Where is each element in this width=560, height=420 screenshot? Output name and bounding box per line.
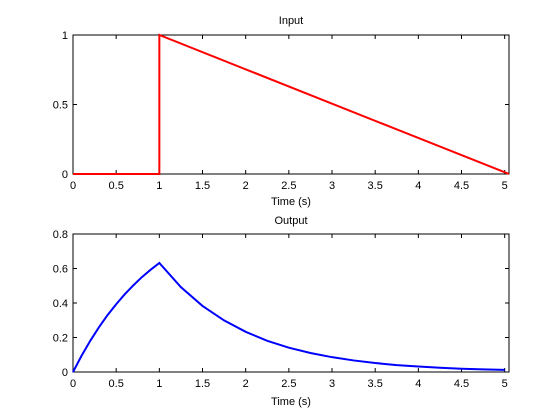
input-x-ticks: 0 0.5 1 1.5 2 2.5 3 3.5 4 4.5 5 [70, 35, 508, 192]
y-tick-label: 1 [62, 30, 68, 42]
input-chart: Input 0 0.5 1 1.5 2 2.5 3 3.5 4 4.5 5 00.51 Time (… [53, 15, 510, 208]
input-chart-title: Input [279, 15, 303, 27]
output-x-ticks: 0 0.5 1 1.5 2 2.5 3 3.5 4 4.5 5 [70, 234, 508, 390]
y-tick-label: 0.5 [53, 100, 68, 112]
x-tick-label: 4 [415, 180, 421, 192]
input-y-ticks: 00.51 [53, 30, 509, 181]
x-tick-label: 2.5 [281, 378, 296, 390]
input-series-line [73, 33, 510, 175]
x-tick-label: 3.5 [368, 180, 383, 192]
x-tick-label: 4 [415, 378, 421, 390]
y-tick-label: 0.2 [53, 333, 68, 345]
x-tick-label: 0 [70, 180, 76, 192]
x-tick-label: 3.5 [368, 378, 383, 390]
x-tick-label: 1 [156, 378, 162, 390]
y-tick-label: 0 [62, 169, 68, 181]
x-tick-label: 0.5 [109, 180, 124, 192]
input-series [73, 33, 510, 175]
output-chart: Output 0 0.5 1 1.5 2 2.5 3 3.5 4 4.5 5 00.20.40.60… [53, 215, 510, 408]
output-chart-title: Output [274, 215, 307, 227]
x-tick-label: 1 [156, 180, 162, 192]
x-tick-label: 5 [502, 378, 508, 390]
x-tick-label: 2 [243, 378, 249, 390]
x-tick-label: 1.5 [195, 378, 210, 390]
y-tick-label: 0.8 [53, 229, 68, 241]
x-tick-label: 2.5 [281, 180, 296, 192]
x-tick-label: 4.5 [454, 180, 469, 192]
x-tick-label: 4.5 [454, 378, 469, 390]
input-plot-area [72, 34, 510, 175]
y-tick-label: 0.6 [53, 264, 68, 276]
x-tick-label: 0.5 [109, 378, 124, 390]
x-tick-label: 3 [329, 180, 335, 192]
output-series-line [72, 261, 505, 373]
output-x-axis-label: Time (s) [271, 396, 311, 408]
y-tick-label: 0.4 [53, 298, 68, 310]
x-tick-label: 5 [502, 180, 508, 192]
x-tick-label: 3 [329, 378, 335, 390]
output-y-ticks: 0 0.2 0.4 0.6 0.8 [53, 229, 509, 379]
x-tick-label: 0 [70, 378, 76, 390]
output-series [72, 261, 505, 373]
y-tick-label: 0 [62, 367, 68, 379]
input-x-axis-label: Time (s) [271, 196, 311, 208]
x-tick-label: 1.5 [195, 180, 210, 192]
output-plot-area [72, 233, 510, 373]
x-tick-label: 2 [243, 180, 249, 192]
